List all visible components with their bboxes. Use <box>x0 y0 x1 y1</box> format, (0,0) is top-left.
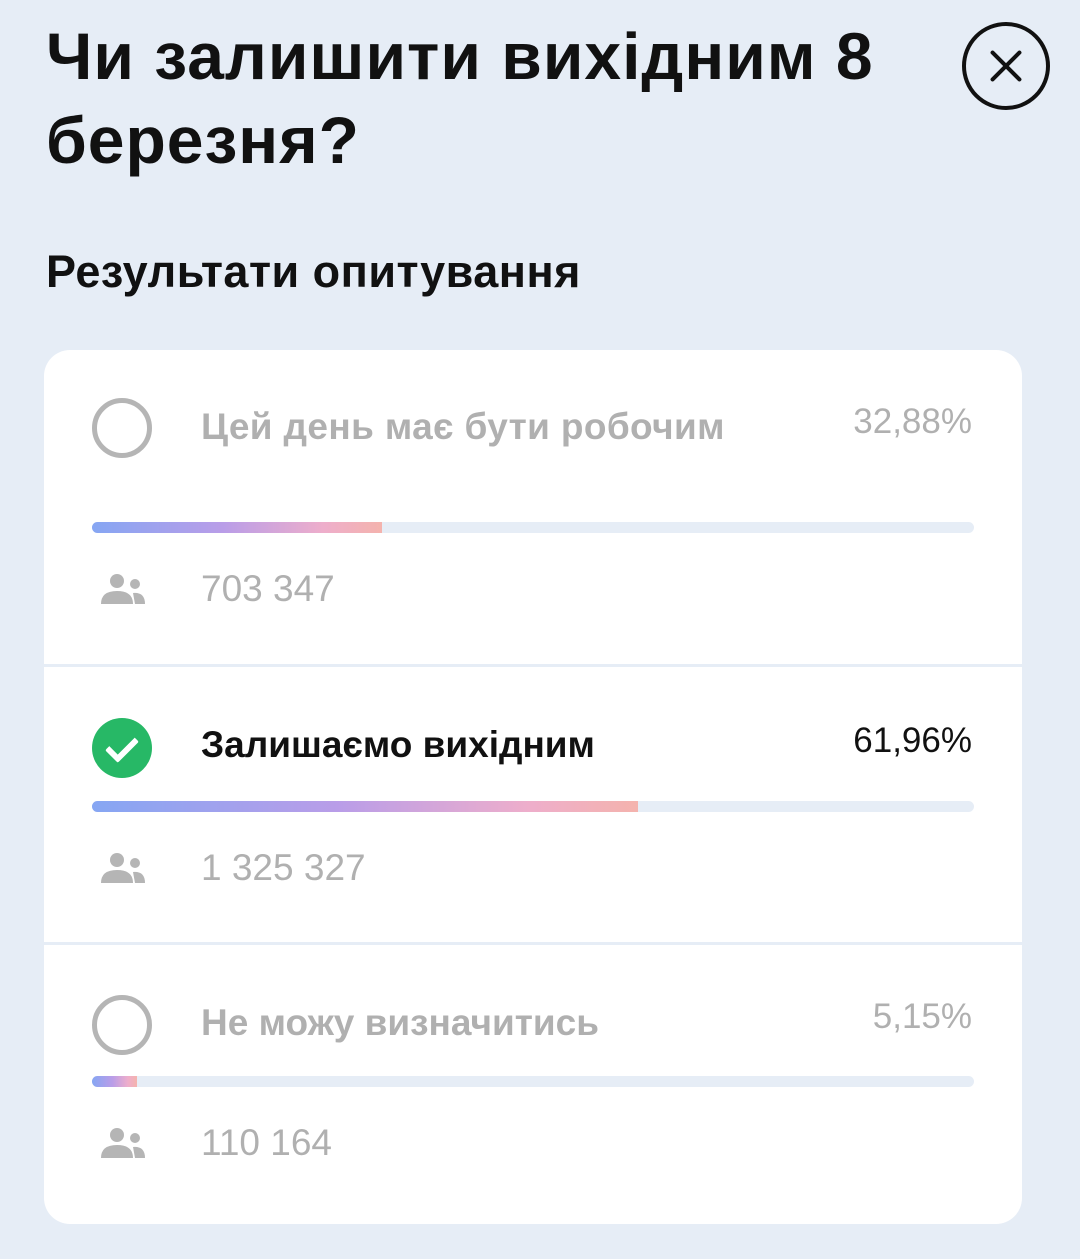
progress-bar <box>92 801 974 812</box>
poll-option[interactable]: Залишаємо вихідним 61,96% 1 325 327 <box>44 667 1022 945</box>
page-title: Чи залишити вихідним 8 березня? <box>46 19 874 177</box>
option-percent: 61,96% <box>853 721 972 760</box>
option-label: Цей день має бути робочим <box>201 406 725 447</box>
people-icon <box>101 574 145 604</box>
poll-option[interactable]: Цей день має бути робочим 32,88% 703 347 <box>44 350 1022 667</box>
progress-fill <box>92 801 639 812</box>
radio-unchecked-icon[interactable] <box>92 995 152 1055</box>
close-button[interactable] <box>962 22 1050 110</box>
progress-bar <box>92 1076 974 1087</box>
option-percent: 32,88% <box>853 402 972 441</box>
poll-option[interactable]: Не можу визначитись 5,15% 110 164 <box>44 945 1022 1224</box>
progress-bar <box>92 522 974 533</box>
people-icon <box>101 1128 145 1158</box>
check-circle-icon[interactable] <box>92 718 152 778</box>
poll-results-heading: Результати опитування <box>46 246 581 297</box>
option-label: Не можу визначитись <box>201 1002 599 1043</box>
people-icon <box>101 853 145 883</box>
poll-results-card: Цей день має бути робочим 32,88% 703 347… <box>44 350 1022 1224</box>
option-label: Залишаємо вихідним <box>201 724 595 765</box>
vote-count: 703 347 <box>201 568 335 609</box>
option-percent: 5,15% <box>872 997 972 1036</box>
vote-count: 110 164 <box>201 1122 332 1163</box>
progress-fill <box>92 522 382 533</box>
progress-fill <box>92 1076 138 1087</box>
radio-unchecked-icon[interactable] <box>92 398 152 458</box>
vote-count: 1 325 327 <box>201 847 366 888</box>
